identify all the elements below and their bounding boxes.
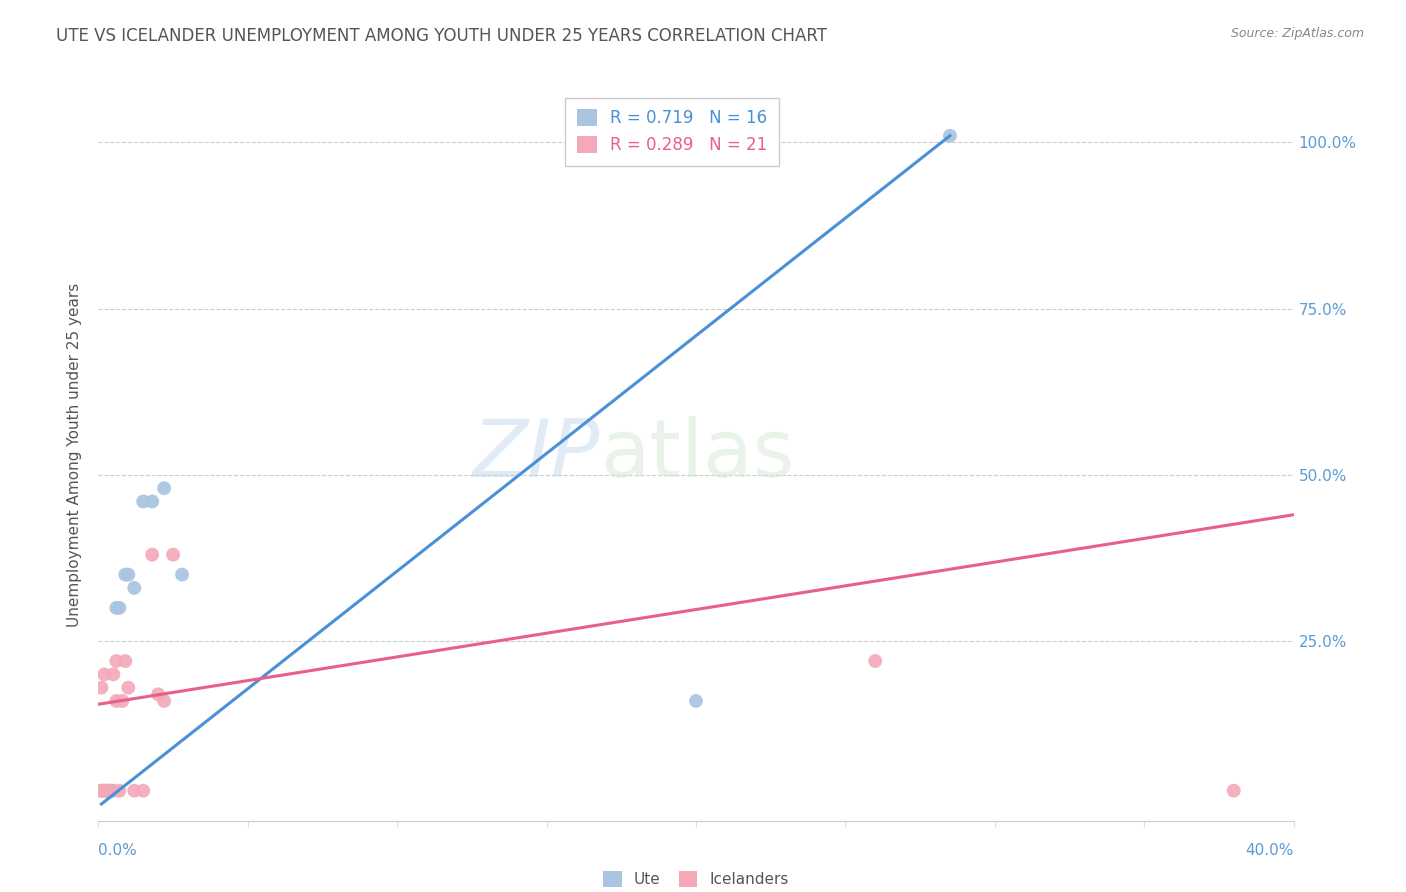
Point: [148, 687, 170, 701]
Point: [124, 783, 146, 797]
Point: [162, 548, 184, 562]
Point: [90, 783, 112, 797]
Point: [117, 681, 139, 695]
Point: [103, 783, 125, 797]
Point: [90, 783, 112, 797]
Point: [153, 481, 176, 495]
Point: [108, 783, 131, 797]
Point: [141, 494, 163, 508]
Text: atlas: atlas: [600, 416, 794, 494]
Point: [103, 667, 125, 681]
Point: [93, 783, 115, 797]
Point: [132, 494, 155, 508]
Point: [141, 548, 163, 562]
Point: [114, 654, 136, 668]
Y-axis label: Unemployment Among Youth under 25 years: Unemployment Among Youth under 25 years: [67, 283, 83, 627]
Point: [96, 783, 118, 797]
Point: [105, 654, 128, 668]
Legend: Ute, Icelanders: Ute, Icelanders: [598, 865, 794, 892]
Point: [124, 581, 146, 595]
Point: [108, 600, 131, 615]
Point: [96, 783, 118, 797]
Text: UTE VS ICELANDER UNEMPLOYMENT AMONG YOUTH UNDER 25 YEARS CORRELATION CHART: UTE VS ICELANDER UNEMPLOYMENT AMONG YOUT…: [56, 27, 827, 45]
Point: [117, 567, 139, 582]
Point: [100, 783, 122, 797]
Point: [865, 654, 887, 668]
Text: 40.0%: 40.0%: [1246, 843, 1294, 858]
Point: [1223, 783, 1246, 797]
Point: [153, 694, 176, 708]
Text: Source: ZipAtlas.com: Source: ZipAtlas.com: [1230, 27, 1364, 40]
Point: [90, 681, 112, 695]
Point: [100, 783, 122, 797]
Point: [93, 667, 115, 681]
Text: 0.0%: 0.0%: [98, 843, 138, 858]
Point: [111, 694, 134, 708]
Point: [105, 694, 128, 708]
Text: ZIP: ZIP: [472, 416, 600, 494]
Point: [939, 128, 962, 143]
Point: [114, 567, 136, 582]
Point: [685, 694, 707, 708]
Point: [105, 600, 128, 615]
Point: [93, 783, 115, 797]
Point: [172, 567, 194, 582]
Point: [132, 783, 155, 797]
